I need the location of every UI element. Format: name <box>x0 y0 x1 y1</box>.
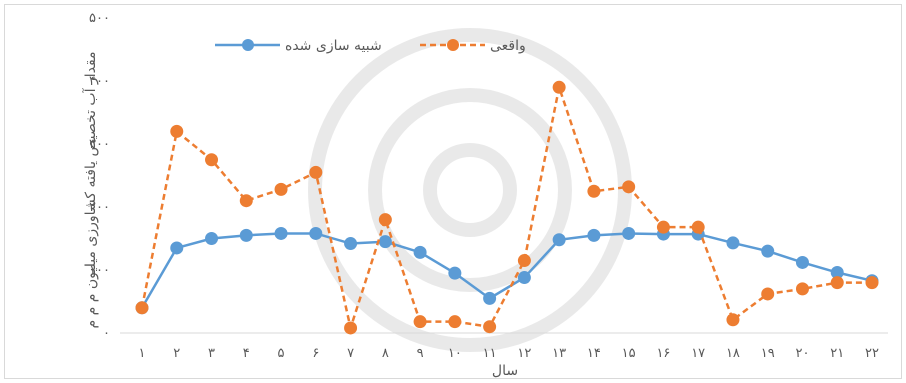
series-0-point <box>240 229 253 242</box>
series-0-point <box>275 227 288 240</box>
x-tick-label: ۲۱ <box>830 346 844 361</box>
series-0-point <box>483 292 496 305</box>
x-tick-label: ۷ <box>347 346 354 361</box>
x-tick-label: ۱۲ <box>517 346 531 361</box>
series-1-point <box>170 125 183 138</box>
x-tick-label: ۴ <box>243 346 250 361</box>
y-tick-label: ۰ <box>103 326 110 341</box>
series-1-point <box>622 180 635 193</box>
series-1-point <box>275 183 288 196</box>
series-0-point <box>587 229 600 242</box>
series-1-point <box>761 287 774 300</box>
legend-real-marker <box>447 39 459 51</box>
series-1-point <box>205 153 218 166</box>
x-tick-label: ۹ <box>417 346 424 361</box>
series-1-point <box>240 194 253 207</box>
series-1-point <box>726 313 739 326</box>
x-tick-label: ۶ <box>312 346 319 361</box>
legend-sim-label: شبیه سازی شده <box>285 38 382 54</box>
series-1-point <box>866 276 879 289</box>
series-0-point <box>379 235 392 248</box>
series-0-point <box>344 237 357 250</box>
series-0-point <box>170 241 183 254</box>
x-tick-label: ۲ <box>173 346 180 361</box>
x-tick-label: ۱۸ <box>726 346 740 361</box>
series-0-point <box>622 227 635 240</box>
x-tick-label: ۳ <box>208 346 215 361</box>
x-tick-label: ۱۹ <box>761 346 775 361</box>
x-tick-label: ۵ <box>278 346 285 361</box>
series-0-point <box>553 233 566 246</box>
x-tick-label: ۱۳ <box>552 346 566 361</box>
x-tick-label: ۱۱ <box>483 346 497 361</box>
series-0-point <box>309 227 322 240</box>
x-tick-label: ۱۵ <box>622 346 636 361</box>
legend-real-label: واقعی <box>490 38 526 54</box>
series-1-point <box>136 301 149 314</box>
series-1-point <box>309 166 322 179</box>
x-tick-label: ۱ <box>139 346 146 361</box>
x-tick-label: ۲۰ <box>795 346 809 361</box>
x-tick-label: ۱۴ <box>587 346 601 361</box>
x-tick-label: ۱۶ <box>656 346 670 361</box>
series-0-point <box>726 236 739 249</box>
series-1-point <box>483 320 496 333</box>
x-tick-label: ۱۰ <box>448 346 462 361</box>
series-1-point <box>692 221 705 234</box>
series-0-point <box>761 245 774 258</box>
series-1-point <box>553 81 566 94</box>
series-0-point <box>448 267 461 280</box>
x-tick-label: ۲۲ <box>865 346 879 361</box>
series-0-point <box>414 246 427 259</box>
series-1-point <box>657 221 670 234</box>
series-1-point <box>587 185 600 198</box>
series-1-point <box>379 213 392 226</box>
x-tick-label: ۱۷ <box>691 346 705 361</box>
series-1-point <box>344 321 357 334</box>
x-tick-labels: ۱ ۲ ۳ ۴ ۵ ۶ ۷ ۸ ۹ ۱۰ ۱۱ ۱۲ ۱۳ ۱۴ ۱۵ ۱۶ ۱۷ ۱۸ ۱۹ ۲۰ ۲۱ ۲۲ <box>139 346 879 361</box>
series-0-point <box>518 271 531 284</box>
series-0-point <box>796 256 809 269</box>
watermark-logo <box>315 35 625 345</box>
series-1-point <box>448 315 461 328</box>
y-tick-label: ۵۰۰ <box>89 11 110 26</box>
series-1-point <box>518 254 531 267</box>
y-axis-title: مقدار آب تخصیص یافته کشاورزی میلیون م م … <box>82 51 99 328</box>
series-1-point <box>831 276 844 289</box>
x-axis-title: سال <box>492 363 518 379</box>
legend-sim-marker <box>242 39 254 51</box>
x-tick-label: ۸ <box>382 346 389 361</box>
series-1-point <box>414 315 427 328</box>
series-1-point <box>796 282 809 295</box>
series-0-point <box>205 232 218 245</box>
